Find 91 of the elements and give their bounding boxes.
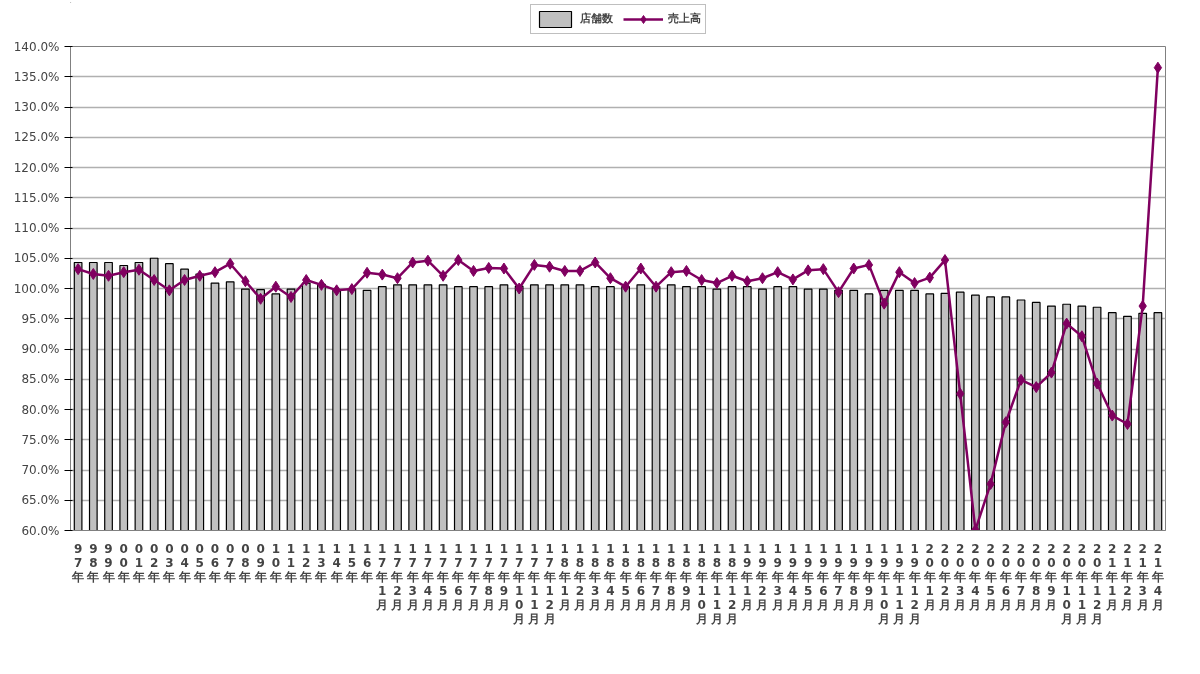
y-tick-label: 135.0% (13, 69, 60, 84)
x-tick-label: 10年 (268, 541, 282, 584)
x-tick-label: 20年2月 (937, 541, 951, 612)
y-tick-label: 140.0% (13, 39, 60, 54)
y-tick-label: 65.0% (21, 493, 60, 508)
y-tick-label: 60.0% (21, 523, 60, 538)
x-tick-label: 20年12月 (1090, 541, 1104, 626)
x-tick-label: 21年3月 (1135, 541, 1149, 612)
x-tick-label: 18年5月 (618, 541, 632, 612)
x-tick-label: 17年2月 (390, 541, 404, 612)
y-tick-label: 110.0% (13, 221, 60, 235)
x-tick-label: 20年6月 (998, 541, 1012, 612)
x-tick-label: 18年11月 (709, 541, 723, 626)
y-tick-label: 80.0% (21, 402, 60, 417)
x-tick-label: 20年4月 (968, 541, 982, 612)
x-tick-label: 17年6月 (451, 541, 465, 612)
x-tick-label: 19年9月 (861, 541, 875, 612)
x-tick-label: 04年 (177, 541, 191, 584)
y-tick-label: 100.0% (13, 281, 60, 296)
x-tick-label: 20年9月 (1044, 541, 1058, 612)
x-tick-label: 97年 (71, 541, 85, 584)
y-tick-label: 115.0% (13, 190, 60, 205)
x-tick-label: 98年 (86, 541, 100, 584)
x-tick-label: 17年12月 (542, 541, 556, 626)
x-tick-label: 18年9月 (679, 541, 693, 612)
y-tick-label: 70.0% (21, 463, 60, 477)
x-tick-label: 19年7月 (831, 541, 845, 612)
x-tick-label: 09年 (253, 541, 267, 584)
x-tick-label: 20年3月 (953, 541, 967, 612)
x-tick-label: 17年11月 (527, 541, 541, 626)
x-tick-label: 18年6月 (633, 541, 647, 612)
x-tick-label: 16年 (360, 541, 374, 584)
x-tick-label: 19年6月 (816, 541, 830, 612)
x-tick-label: 08年 (238, 541, 252, 584)
x-tick-label: 18年7月 (649, 541, 663, 612)
x-tick-label: 17年10月 (512, 541, 526, 626)
x-tick-label: 17年1月 (375, 541, 389, 612)
legend-label: 店舗数 (579, 12, 613, 26)
x-tick-label: 03年 (162, 541, 176, 584)
x-tick-label: 19年3月 (770, 541, 784, 612)
y-tick-label: 85.0% (21, 372, 60, 387)
x-tick-label: 17年4月 (420, 541, 434, 612)
x-tick-label: 21年2月 (1120, 541, 1134, 612)
x-tick-label: 11年 (284, 541, 298, 584)
x-tick-label: 19年8月 (846, 541, 860, 612)
x-tick-label: 20年5月 (983, 541, 997, 612)
x-tick-label: 12年 (299, 541, 313, 584)
x-tick-label: 19年5月 (801, 541, 815, 612)
x-tick-label: 20年8月 (1029, 541, 1043, 612)
x-tick-label: 19年10月 (877, 541, 891, 626)
x-tick-label: 17年3月 (405, 541, 419, 612)
x-tick-label: 18年10月 (694, 541, 708, 626)
x-tick-label: 17年7月 (466, 541, 480, 612)
x-tick-label: 18年1月 (557, 541, 571, 612)
x-tick-label: 18年12月 (725, 541, 739, 626)
x-tick-label: 15年 (344, 541, 358, 584)
x-tick-label: 07年 (223, 541, 237, 584)
x-tick-label: 21年4月 (1150, 541, 1164, 612)
x-tick-label: 20年7月 (1014, 541, 1028, 612)
x-tick-label: 05年 (192, 541, 206, 584)
x-tick-label: 21年1月 (1105, 541, 1119, 612)
x-tick-label: 18年4月 (603, 541, 617, 612)
x-tick-label: 19年2月 (755, 541, 769, 612)
legend-label: 売上高 (667, 12, 701, 26)
x-tick-label: 19年1月 (740, 541, 754, 612)
x-tick-label: 06年 (207, 541, 221, 584)
y-tick-label: 125.0% (13, 130, 60, 145)
y-tick-label: 95.0% (21, 311, 60, 326)
x-tick-label: 99年 (101, 541, 115, 584)
y-tick-label: 75.0% (21, 432, 60, 447)
x-tick-label: 19年12月 (907, 541, 921, 626)
x-tick-label: 18年8月 (664, 541, 678, 612)
x-tick-label: 19年4月 (785, 541, 799, 612)
x-tick-label: 20年1月 (922, 541, 936, 612)
x-tick-label: 17年8月 (481, 541, 495, 612)
x-tick-label: 20年10月 (1059, 541, 1073, 626)
x-tick-label: 17年5月 (436, 541, 450, 612)
x-tick-label: 13年 (314, 541, 328, 584)
x-tick-label: 18年3月 (588, 541, 602, 612)
x-tick-label: 14年 (329, 541, 343, 584)
x-tick-label: 00年 (116, 541, 130, 584)
x-tick-label: 01年 (131, 541, 145, 584)
x-tick-label: 17年9月 (496, 541, 510, 612)
y-tick-label: 90.0% (21, 342, 60, 356)
x-tick-label: 02年 (147, 541, 161, 584)
y-tick-label: 105.0% (13, 251, 60, 266)
y-tick-label: 130.0% (13, 100, 60, 114)
x-tick-label: 19年11月 (892, 541, 906, 626)
x-tick-label: 18年2月 (572, 541, 586, 612)
y-tick-label: 120.0% (13, 160, 60, 175)
x-tick-label: 20年11月 (1074, 541, 1088, 626)
